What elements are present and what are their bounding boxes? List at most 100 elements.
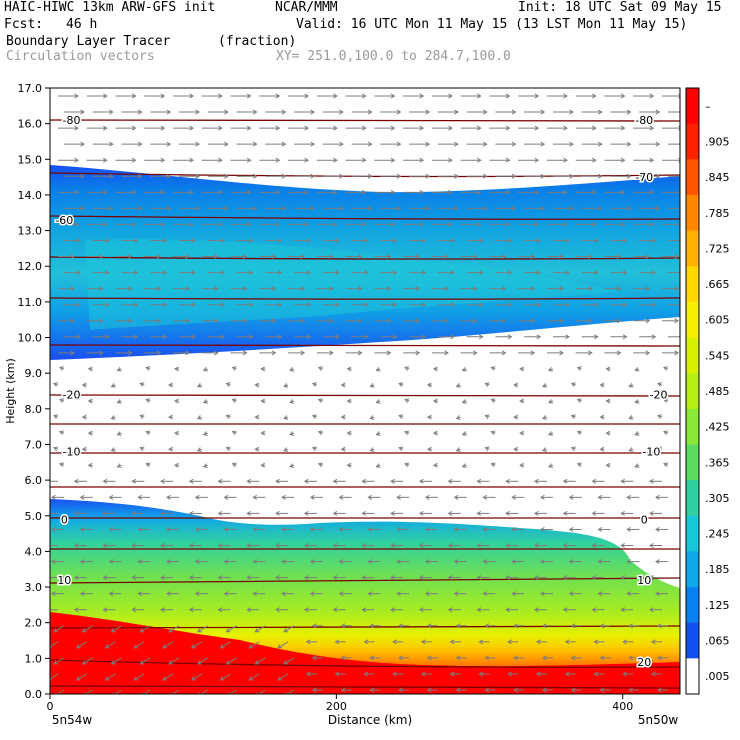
wind-vector-head	[563, 93, 568, 99]
wind-vector-head	[622, 302, 628, 308]
wind-vector-head	[174, 366, 179, 372]
wind-vector-head	[548, 399, 553, 404]
wind-vector-head	[447, 607, 453, 613]
wind-vector-head	[79, 526, 85, 532]
wind-vector-head	[289, 463, 295, 468]
center-label: NCAR/MMM	[275, 0, 338, 15]
wind-vector-head	[102, 510, 108, 516]
y-tick-label: 7.0	[25, 438, 43, 451]
wind-vector-head	[46, 608, 49, 612]
wind-vector-head	[361, 543, 367, 548]
wind-vector-head	[511, 205, 517, 211]
wind-vector-head	[109, 173, 114, 179]
colorbar-label: .725	[705, 242, 730, 255]
wind-vector-head	[594, 270, 599, 276]
wind-vector-head	[338, 591, 344, 597]
wind-vector-head	[335, 334, 340, 340]
wind-vector-head	[105, 334, 110, 340]
wind-vector-head	[194, 494, 200, 500]
wind-vector-head	[418, 575, 424, 581]
wind-vector-head	[476, 575, 482, 581]
wind-vector-head	[655, 205, 661, 211]
temp-contour-minus40	[50, 297, 680, 300]
y-tick-label: 6.0	[25, 474, 43, 487]
wind-vector-head	[594, 334, 599, 340]
wind-vector-head	[131, 221, 137, 227]
wind-vector-head	[390, 189, 396, 195]
wind-vector-head	[160, 510, 165, 516]
wind-vector-head	[289, 399, 295, 404]
colorbar-label: .185	[705, 563, 730, 576]
colorbar-label: .845	[705, 171, 730, 184]
colorbar-label: .065	[705, 635, 730, 648]
wind-vector-head	[218, 189, 223, 195]
wind-vector-head	[81, 382, 87, 388]
wind-vector-head	[224, 173, 229, 179]
wind-vector-head	[681, 238, 684, 242]
wind-vector	[50, 673, 59, 680]
wind-vector-head	[651, 302, 657, 308]
wind-vector-head	[340, 623, 346, 629]
wind-vector-head	[53, 628, 59, 633]
wind-vector-head	[189, 157, 195, 163]
wind-vector-head	[591, 543, 597, 548]
temp-contour-5	[50, 548, 680, 551]
wind-vector-head	[51, 559, 56, 565]
wind-vector-head	[335, 302, 340, 308]
wind-vector	[249, 673, 260, 681]
wind-vector-head	[217, 607, 223, 613]
wind-vector-head	[559, 350, 564, 356]
contour-label: -80	[635, 114, 653, 127]
wind-vector-head	[657, 446, 663, 452]
wind-vector-head	[533, 510, 539, 516]
wind-vector-head	[340, 655, 346, 661]
wind-vector-head	[511, 559, 516, 565]
wind-vector-head	[131, 189, 137, 195]
wind-vector-head	[591, 607, 597, 613]
wind-vector-head	[145, 430, 151, 436]
wind-vector-head	[246, 575, 252, 581]
wind-vector	[162, 641, 174, 649]
colorbar-swatch	[686, 373, 699, 410]
wind-vector-head	[448, 221, 453, 227]
wind-vector-head	[533, 543, 539, 548]
wind-vector-head	[131, 510, 136, 516]
wind-vector-head	[598, 109, 603, 115]
wind-vector	[249, 641, 260, 649]
wind-vector-head	[570, 446, 576, 452]
wind-vector	[226, 625, 237, 633]
wind-vector-head	[246, 221, 252, 227]
wind-vector-head	[103, 221, 108, 227]
wind-vector-head	[254, 628, 260, 633]
wind-vector-head	[396, 109, 402, 115]
colorbar-swatch	[686, 551, 699, 588]
wind-vector-head	[190, 676, 196, 681]
wind-vector-head	[645, 350, 651, 356]
wind-vector-head	[303, 575, 309, 581]
wind-vector-head	[59, 398, 65, 403]
wind-vector-head	[189, 93, 195, 99]
wind-vector-head	[563, 125, 568, 131]
wind-vector-head	[281, 494, 286, 500]
wind-vector-head	[505, 157, 511, 163]
wind-vector-head	[478, 270, 484, 276]
wind-vector-head	[133, 238, 139, 243]
wind-vector-head	[444, 318, 449, 324]
wind-vector-head	[420, 671, 426, 677]
wind-vector-head	[137, 559, 142, 565]
contour-label: -20	[62, 389, 80, 402]
contour-label: 0	[641, 513, 648, 526]
wind-vector-head	[338, 559, 344, 565]
wind-vector-head	[390, 125, 396, 131]
wind-vector-head	[535, 671, 541, 677]
wind-vector-head	[597, 526, 603, 532]
wind-vector-head	[513, 414, 518, 420]
wind-vector	[286, 689, 295, 694]
wind-vector-head	[386, 350, 392, 356]
wind-vector-head	[242, 286, 248, 292]
vector-label: Circulation vectors	[6, 49, 155, 64]
wind-vector-head	[626, 205, 632, 211]
colorbar-swatch	[686, 587, 699, 624]
wind-vector-head	[81, 628, 87, 633]
y-axis-label: Height (km)	[4, 358, 17, 424]
